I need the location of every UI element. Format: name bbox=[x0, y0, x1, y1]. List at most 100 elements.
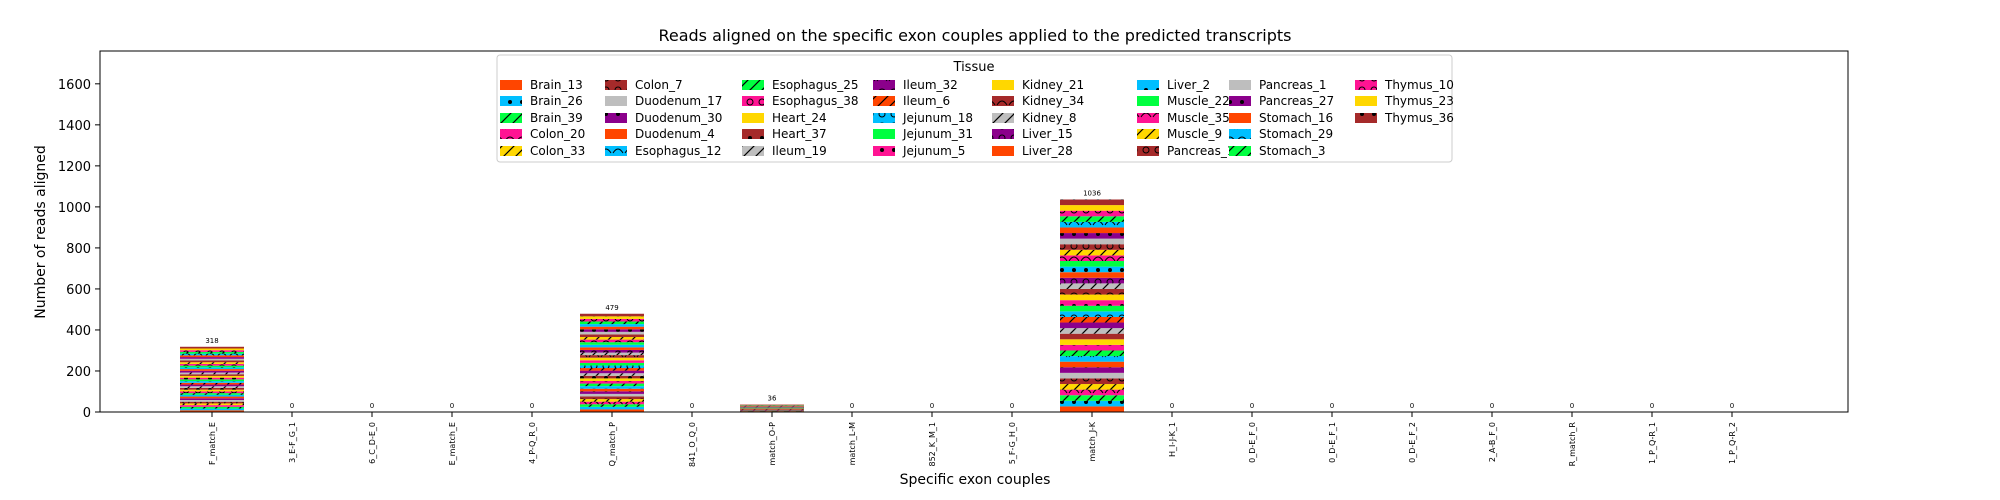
bar-segment bbox=[180, 379, 244, 382]
legend-swatch bbox=[742, 96, 764, 106]
bar-segment bbox=[180, 367, 244, 370]
legend-label: Thymus_10 bbox=[1384, 78, 1454, 92]
bar-segment bbox=[1060, 294, 1124, 301]
bar-segment bbox=[1060, 255, 1124, 262]
x-tick-label: 0_D-E_F_2 bbox=[1408, 422, 1417, 463]
legend-title: Tissue bbox=[953, 60, 995, 75]
legend-label: Thymus_36 bbox=[1384, 111, 1454, 125]
legend-swatch bbox=[605, 96, 627, 106]
bar-segment bbox=[1060, 300, 1124, 306]
bar-segment bbox=[1060, 389, 1124, 396]
bar-segment bbox=[580, 318, 644, 322]
legend-swatch bbox=[992, 146, 1014, 156]
bar-segment bbox=[1060, 339, 1124, 345]
bar-total-label: 0 bbox=[1410, 402, 1414, 410]
bar-segment bbox=[1060, 305, 1124, 312]
bar-segment bbox=[580, 316, 644, 319]
bar-segment bbox=[580, 399, 644, 402]
bar-segment bbox=[580, 368, 644, 371]
y-tick-label: 1000 bbox=[58, 201, 91, 216]
bar-total-label: 0 bbox=[1730, 402, 1734, 410]
bar-segment bbox=[180, 358, 244, 361]
bar-segment bbox=[580, 365, 644, 369]
legend-swatch bbox=[1355, 113, 1377, 123]
bar-segment bbox=[580, 401, 644, 405]
legend-label: Jejunum_31 bbox=[902, 127, 973, 141]
bar-segment bbox=[180, 381, 244, 383]
x-tick-label: 1_P_Q-R_2 bbox=[1728, 422, 1737, 464]
legend-swatch bbox=[992, 80, 1014, 90]
y-tick-label: 600 bbox=[66, 283, 91, 298]
legend-label: Esophagus_38 bbox=[772, 94, 859, 108]
legend-label: Muscle_35 bbox=[1167, 111, 1230, 125]
bar-segment bbox=[1060, 221, 1124, 228]
bar-segment bbox=[580, 391, 644, 394]
bar-total-label: 0 bbox=[1650, 402, 1654, 410]
bar-segment bbox=[1060, 233, 1124, 239]
bar-segment bbox=[1060, 395, 1124, 401]
y-axis-label: Number of reads aligned bbox=[33, 145, 49, 319]
legend-label: Brain_26 bbox=[530, 94, 583, 108]
bar-segment bbox=[180, 387, 244, 390]
legend-label: Stomach_29 bbox=[1259, 127, 1333, 141]
bar-segment bbox=[580, 388, 644, 392]
x-axis-label: Specific exon couples bbox=[900, 472, 1051, 488]
legend-swatch bbox=[1229, 129, 1251, 139]
bar-segment bbox=[580, 378, 644, 381]
bar-total-label: 0 bbox=[1170, 402, 1174, 410]
bar-segment bbox=[580, 324, 644, 327]
bar-total-label: 0 bbox=[930, 402, 934, 410]
y-tick-label: 1400 bbox=[58, 119, 91, 134]
bar-segment bbox=[180, 403, 244, 406]
legend-label: Kidney_21 bbox=[1022, 78, 1084, 92]
y-axis: 0 200 400 600 800 1000 1200 1400 1600 bbox=[58, 78, 100, 421]
legend-label: Liver_28 bbox=[1022, 144, 1073, 158]
bar-segment bbox=[1060, 384, 1124, 390]
legend-swatch bbox=[1137, 80, 1159, 90]
x-tick-label: E_match_E bbox=[448, 422, 457, 465]
bar-segment bbox=[1060, 216, 1124, 222]
bar-total-label: 0 bbox=[530, 402, 534, 410]
bar-segment bbox=[1060, 350, 1124, 357]
legend-label: Pancreas_27 bbox=[1259, 94, 1334, 108]
bar-segment bbox=[1060, 356, 1124, 362]
bar-segment bbox=[1060, 322, 1124, 329]
y-tick-label: 200 bbox=[66, 365, 91, 380]
x-tick-label: 1_P_Q-R_1 bbox=[1648, 422, 1657, 464]
bar-segment bbox=[180, 350, 244, 352]
bar-segment bbox=[1060, 199, 1124, 206]
legend-swatch bbox=[742, 146, 764, 156]
bar-segment bbox=[1060, 328, 1124, 334]
bar-total-label: 0 bbox=[1250, 402, 1254, 410]
bar-segment bbox=[180, 369, 244, 371]
bar-segment bbox=[1060, 288, 1124, 295]
bar-segment bbox=[580, 375, 644, 379]
legend-label: Esophagus_25 bbox=[772, 78, 859, 92]
bar-segment bbox=[580, 331, 644, 335]
legend-label: Duodenum_4 bbox=[635, 127, 715, 141]
bar-segment bbox=[180, 346, 244, 349]
bar-segment bbox=[180, 357, 244, 359]
bar-segment bbox=[740, 404, 804, 406]
bar-segment bbox=[180, 377, 244, 380]
legend-label: Stomach_16 bbox=[1259, 111, 1333, 125]
bar-segment bbox=[180, 396, 244, 399]
bar-segment bbox=[1060, 277, 1124, 284]
legend-swatch bbox=[1229, 146, 1251, 156]
y-tick-label: 400 bbox=[66, 324, 91, 339]
bar-segment bbox=[180, 398, 244, 400]
bar-segment bbox=[180, 406, 244, 409]
bar-segment bbox=[180, 365, 244, 368]
legend-swatch bbox=[873, 129, 895, 139]
legend-swatch bbox=[873, 113, 895, 123]
bar-segment bbox=[1060, 333, 1124, 340]
legend-swatch bbox=[742, 80, 764, 90]
bar-segment bbox=[180, 391, 244, 394]
legend: Tissue Brain_13 Brain_26 Brain_39 Colon_20 C… bbox=[496, 54, 1454, 163]
legend-label: Esophagus_12 bbox=[635, 144, 722, 158]
legend-swatch bbox=[1137, 146, 1159, 156]
x-tick-label: match_O-P bbox=[768, 422, 777, 466]
bar-segment bbox=[180, 394, 244, 397]
bar-segment bbox=[180, 375, 244, 378]
y-tick-label: 1200 bbox=[58, 160, 91, 175]
